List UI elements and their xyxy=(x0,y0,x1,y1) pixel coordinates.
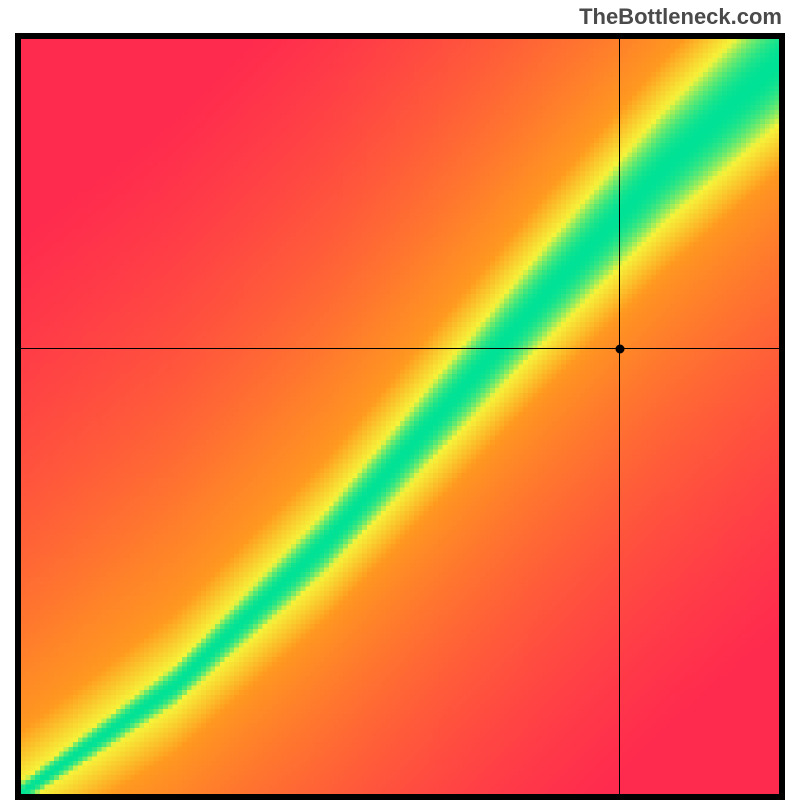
crosshair-horizontal xyxy=(21,348,779,349)
watermark-text: TheBottleneck.com xyxy=(579,4,782,30)
crosshair-marker xyxy=(615,344,624,353)
bottleneck-heatmap xyxy=(21,39,779,794)
crosshair-vertical xyxy=(619,39,620,794)
